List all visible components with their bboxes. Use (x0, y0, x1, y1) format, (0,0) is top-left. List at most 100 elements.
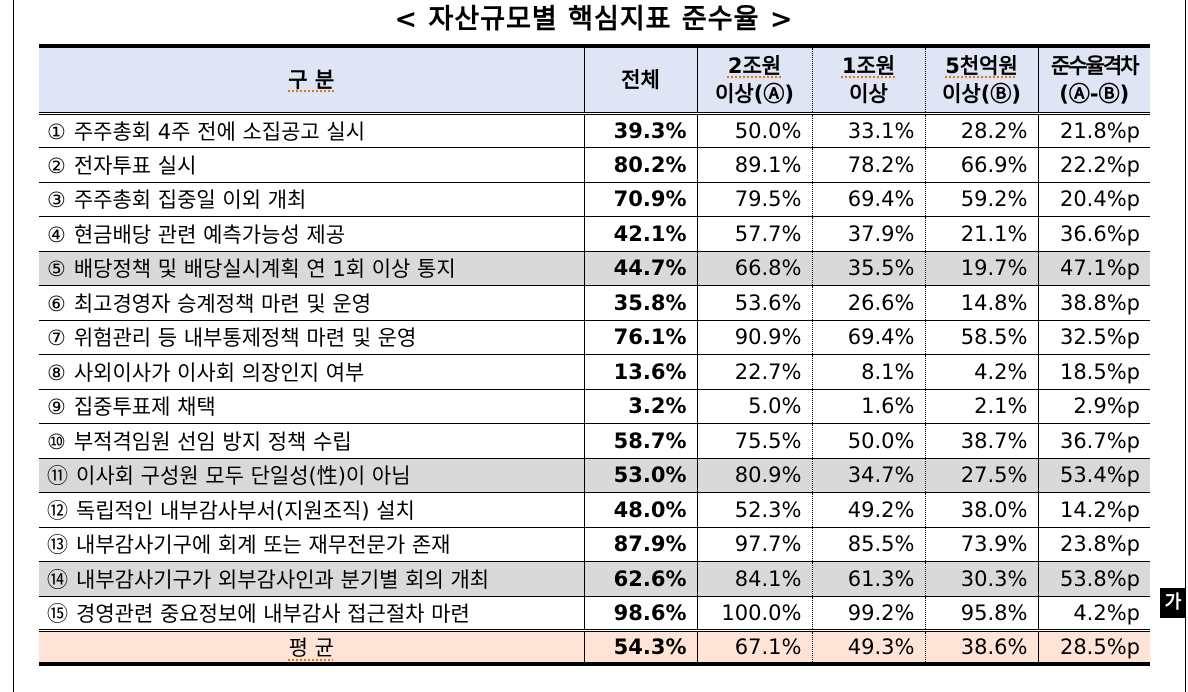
header-row: 구 분 전체 2조원 이상(Ⓐ) 1조원 이상 5천억원 이상(Ⓑ) 준수율격차 (Ⓐ-… (39, 44, 1150, 115)
cell-total: 98.6% (584, 596, 698, 631)
cell-2t: 80.9% (697, 458, 813, 493)
cell-gap: 53.8%p (1038, 561, 1150, 597)
row-number: ⑨ (47, 395, 66, 420)
cell-2t: 53.6% (697, 285, 813, 321)
cell-2t: 84.1% (697, 561, 813, 597)
row-label: ⑥ 최고경영자 승계정책 마련 및 운영 (39, 285, 585, 321)
table-row: ⑫ 독립적인 내부감사부서(지원조직) 설치 48.0% 52.3% 49.2% 38.0… (39, 492, 1150, 528)
row-number: ⑦ (47, 326, 66, 351)
row-label-text: 경영관련 중요정보에 내부감사 접근절차 마련 (76, 601, 470, 626)
row-label: ⑦ 위험관리 등 내부통제정책 마련 및 운영 (39, 320, 585, 355)
cell-total: 70.9% (584, 182, 698, 217)
row-label: ⑫ 독립적인 내부감사부서(지원조직) 설치 (39, 492, 585, 528)
cell-2t: 22.7% (697, 354, 813, 390)
row-label: ④ 현금배당 관련 예측가능성 제공 (39, 216, 585, 252)
row-label-text: 배당정책 및 배당실시계획 연 1회 이상 통지 (73, 257, 456, 282)
cell-500b: 27.5% (925, 458, 1039, 493)
row-number: ③ (47, 188, 66, 213)
cell-2t: 79.5% (697, 182, 813, 217)
average-2t: 67.1% (697, 629, 813, 666)
cell-500b: 95.8% (925, 596, 1039, 631)
row-label-text: 이사회 구성원 모두 단일성(性)이 아님 (76, 464, 411, 489)
cell-total: 44.7% (584, 251, 698, 286)
cell-gap: 2.9%p (1038, 389, 1150, 424)
average-label: 평 균 (39, 629, 585, 666)
row-label: ⑪ 이사회 구성원 모두 단일성(性)이 아님 (39, 458, 585, 493)
cell-500b: 66.9% (925, 147, 1039, 183)
table-row: ③ 주주총회 집중일 이외 개최 70.9% 79.5% 69.4% 59.2% 20.4%… (39, 182, 1150, 217)
cell-500b: 28.2% (925, 113, 1039, 148)
row-number: ⑧ (47, 360, 66, 385)
cell-gap: 23.8%p (1038, 527, 1150, 562)
cell-total: 35.8% (584, 285, 698, 321)
header-1t-above: 1조원 이상 (812, 44, 926, 115)
table-row: ② 전자투표 실시 80.2% 89.1% 78.2% 66.9% 22.2%p (39, 147, 1150, 183)
row-label-text: 내부감사기구가 외부감사인과 분기별 회의 개최 (76, 567, 490, 592)
average-500b: 38.6% (925, 629, 1039, 666)
average-total: 54.3% (584, 629, 698, 666)
cell-total: 3.2% (584, 389, 698, 424)
cell-500b: 19.7% (925, 251, 1039, 286)
header-total: 전체 (584, 44, 698, 115)
cell-500b: 38.7% (925, 423, 1039, 459)
row-label: ⑬ 내부감사기구에 회계 또는 재무전문가 존재 (39, 527, 585, 562)
cell-2t: 90.9% (697, 320, 813, 355)
cell-1t: 61.3% (812, 561, 926, 597)
row-number: ① (47, 119, 66, 144)
row-number: ⑫ (47, 498, 68, 523)
row-label-text: 전자투표 실시 (73, 153, 197, 178)
cell-1t: 49.2% (812, 492, 926, 528)
cell-gap: 32.5%p (1038, 320, 1150, 355)
row-label-text: 내부감사기구에 회계 또는 재무전문가 존재 (76, 533, 451, 558)
row-label-text: 주주총회 4주 전에 소집공고 실시 (73, 119, 366, 144)
row-number: ⑥ (47, 291, 66, 316)
cell-total: 62.6% (584, 561, 698, 597)
cell-total: 58.7% (584, 423, 698, 459)
cell-500b: 38.0% (925, 492, 1039, 528)
page-right-border (1185, 0, 1186, 692)
table-row: ⑨ 집중투표제 채택 3.2% 5.0% 1.6% 2.1% 2.9%p (39, 389, 1150, 424)
row-label: ⑮ 경영관련 중요정보에 내부감사 접근절차 마련 (39, 596, 585, 631)
table-row: ⑩ 부적격임원 선임 방지 정책 수립 58.7% 75.5% 50.0% 38.7% 36… (39, 423, 1150, 459)
cell-2t: 57.7% (697, 216, 813, 252)
table-row: ⑥ 최고경영자 승계정책 마련 및 운영 35.8% 53.6% 26.6% 14.8% 3… (39, 285, 1150, 321)
row-number: ⑬ (47, 533, 68, 558)
row-label: ⑩ 부적격임원 선임 방지 정책 수립 (39, 423, 585, 459)
row-label: ① 주주총회 4주 전에 소집공고 실시 (39, 113, 585, 148)
row-number: ⑪ (47, 464, 68, 489)
average-row: 평 균 54.3% 67.1% 49.3% 38.6% 28.5%p (39, 629, 1150, 666)
cell-1t: 34.7% (812, 458, 926, 493)
cell-500b: 21.1% (925, 216, 1039, 252)
cell-gap: 22.2%p (1038, 147, 1150, 183)
cell-gap: 36.7%p (1038, 423, 1150, 459)
table-row: ⑭ 내부감사기구가 외부감사인과 분기별 회의 개최 62.6% 84.1% 61.3%… (39, 561, 1150, 597)
cell-500b: 2.1% (925, 389, 1039, 424)
row-label-text: 주주총회 집중일 이외 개최 (73, 188, 307, 213)
page-title: < 자산규모별 핵심지표 준수율 > (394, 4, 794, 35)
header-500b-above: 5천억원 이상(Ⓑ) (925, 44, 1039, 115)
header-2t-above: 2조원 이상(Ⓐ) (697, 44, 813, 115)
row-label-text: 사외이사가 이사회 의장인지 여부 (73, 360, 365, 385)
row-label: ⑤ 배당정책 및 배당실시계획 연 1회 이상 통지 (39, 251, 585, 286)
cell-500b: 14.8% (925, 285, 1039, 321)
cell-500b: 30.3% (925, 561, 1039, 597)
row-label-text: 최고경영자 승계정책 마련 및 운영 (73, 291, 372, 316)
table-row: ⑮ 경영관련 중요정보에 내부감사 접근절차 마련 98.6% 100.0% 99.2%… (39, 596, 1150, 631)
cell-gap: 53.4%p (1038, 458, 1150, 493)
cell-total: 76.1% (584, 320, 698, 355)
cell-2t: 52.3% (697, 492, 813, 528)
cell-2t: 50.0% (697, 113, 813, 148)
row-label-text: 부적격임원 선임 방지 정책 수립 (73, 429, 352, 454)
cell-gap: 20.4%p (1038, 182, 1150, 217)
table-row: ⑪ 이사회 구성원 모두 단일성(性)이 아님 53.0% 80.9% 34.7% 27.… (39, 458, 1150, 493)
cell-1t: 78.2% (812, 147, 926, 183)
cell-2t: 66.8% (697, 251, 813, 286)
header-category: 구 분 (39, 44, 585, 115)
cell-1t: 37.9% (812, 216, 926, 252)
cell-total: 80.2% (584, 147, 698, 183)
ime-korean-indicator[interactable]: 가 (1160, 588, 1186, 618)
cell-total: 87.9% (584, 527, 698, 562)
row-label: ⑧ 사외이사가 이사회 의장인지 여부 (39, 354, 585, 390)
cell-2t: 75.5% (697, 423, 813, 459)
cell-gap: 18.5%p (1038, 354, 1150, 390)
